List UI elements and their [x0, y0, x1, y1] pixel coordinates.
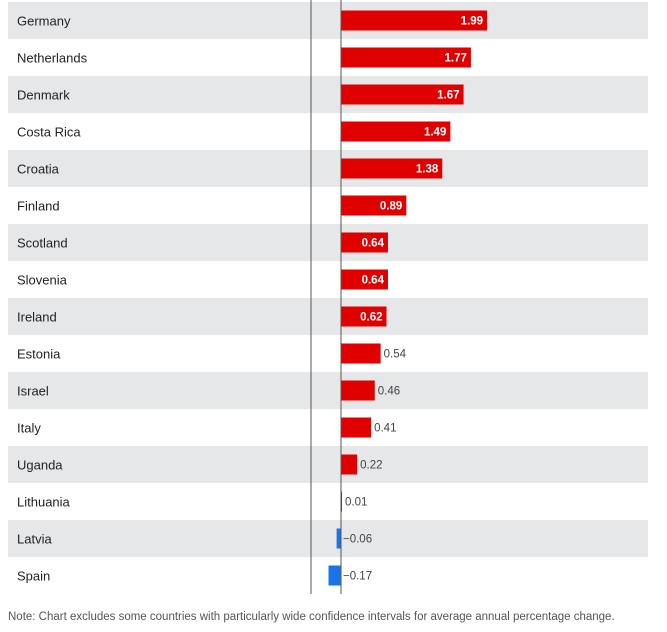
bar — [341, 417, 372, 438]
category-label: Finland — [17, 199, 60, 214]
bar — [328, 565, 341, 586]
category-label: Latvia — [17, 532, 52, 547]
category-label: Scotland — [17, 236, 68, 251]
value-label: 0.01 — [345, 497, 367, 509]
row-background — [8, 113, 648, 150]
category-label: Israel — [17, 384, 49, 399]
bar — [341, 269, 388, 290]
bar — [341, 380, 375, 401]
value-label: 1.67 — [437, 90, 459, 102]
value-label: 0.64 — [362, 238, 385, 250]
bar — [341, 84, 464, 105]
category-label: Netherlands — [17, 51, 88, 66]
category-label: Spain — [17, 569, 50, 584]
row-background — [8, 372, 648, 409]
row-background — [8, 520, 648, 557]
row-background — [8, 2, 648, 39]
value-label: 0.62 — [360, 312, 382, 324]
row-background — [8, 224, 648, 261]
value-label: 0.89 — [380, 201, 402, 213]
bar — [341, 306, 387, 327]
value-label: −0.17 — [343, 571, 372, 583]
bar — [336, 528, 341, 549]
row-background — [8, 150, 648, 187]
value-label: 1.38 — [416, 164, 439, 176]
value-label: 0.46 — [378, 386, 400, 398]
value-label: 1.77 — [445, 53, 467, 65]
value-label: 1.99 — [461, 16, 483, 28]
bar — [341, 121, 451, 142]
category-label: Uganda — [17, 458, 63, 473]
bar — [341, 158, 443, 179]
value-label: 1.49 — [424, 127, 446, 139]
row-background — [8, 557, 648, 594]
category-label: Germany — [17, 14, 71, 29]
category-label: Slovenia — [17, 273, 68, 288]
category-label: Italy — [17, 421, 41, 436]
row-background — [8, 39, 648, 76]
category-label: Ireland — [17, 310, 57, 325]
row-background — [8, 76, 648, 113]
value-label: 0.54 — [384, 349, 407, 361]
category-label: Costa Rica — [17, 125, 81, 140]
value-label: 0.64 — [362, 275, 385, 287]
category-label: Croatia — [17, 162, 60, 177]
category-label: Lithuania — [17, 495, 71, 510]
row-background — [8, 446, 648, 483]
value-label: −0.06 — [343, 534, 372, 546]
category-label: Denmark — [17, 88, 70, 103]
row-background — [8, 335, 648, 372]
value-label: 0.22 — [360, 460, 382, 472]
bar — [341, 232, 388, 253]
bar — [341, 10, 488, 31]
bar — [341, 343, 381, 364]
bar — [341, 195, 407, 216]
bar — [341, 47, 471, 68]
category-label: Estonia — [17, 347, 61, 362]
row-background — [8, 187, 648, 224]
row-background — [8, 261, 648, 298]
bar-chart: Germany 1.99 Netherlands 1.77 Denmark 1.67 Cos… — [8, 0, 648, 594]
row-background — [8, 483, 648, 520]
row-background — [8, 409, 648, 446]
bar — [341, 454, 358, 475]
value-label: 0.41 — [374, 423, 396, 435]
row-background — [8, 298, 648, 335]
chart-note: Note: Chart excludes some countries with… — [8, 611, 615, 623]
